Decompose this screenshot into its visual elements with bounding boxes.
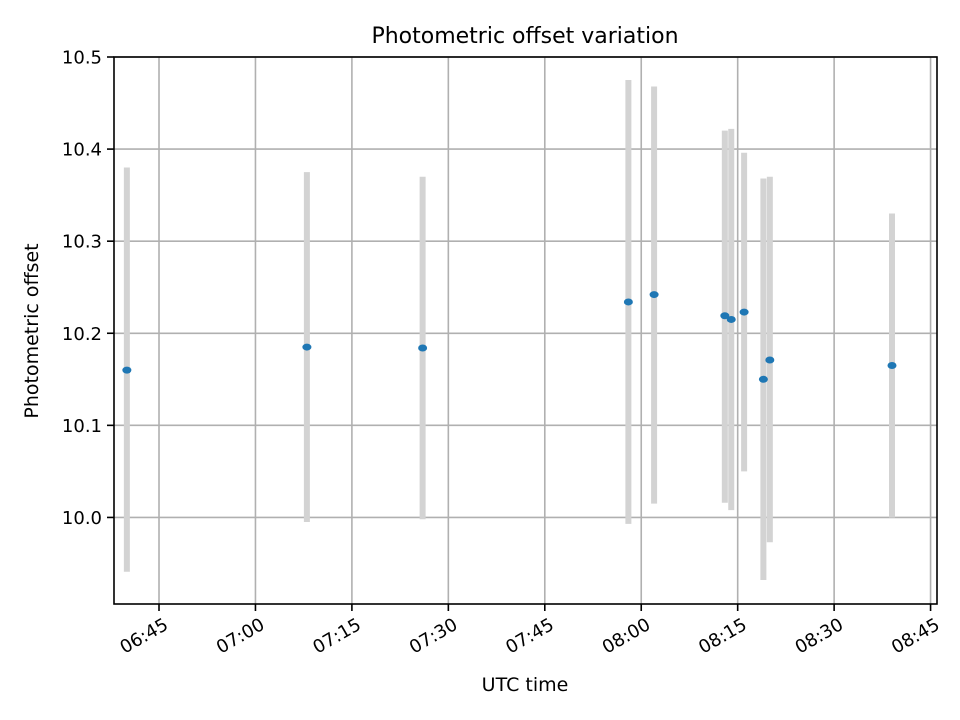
y-axis-ticks: 10.0 10.1 10.2 10.3 10.4 10.5 [62,48,114,529]
data-point [623,298,633,306]
plot-frame [113,56,938,605]
data-point [887,361,897,369]
grid [114,56,937,604]
x-tick-label: 07:00 [213,614,268,658]
y-tick-label: 10.1 [62,416,102,437]
x-tick-label: 07:30 [406,614,461,658]
x-tick-label: 06:45 [116,614,171,658]
x-axis-label: UTC time [482,674,569,696]
y-axis-label: Photometric offset [21,243,43,418]
x-tick-label: 07:45 [502,614,557,658]
data-point [726,315,736,323]
x-tick-label: 08:00 [599,614,654,658]
x-tick-label: 08:30 [792,614,847,658]
data-point [765,356,775,364]
y-tick-label: 10.0 [62,508,102,529]
data-point [758,375,768,383]
x-tick-label: 08:45 [888,614,943,658]
data-point [418,344,428,352]
y-tick-label: 10.3 [62,232,102,253]
x-tick-label: 08:15 [695,614,750,658]
data-point [649,291,659,299]
y-tick-label: 10.4 [62,140,102,161]
data-point [122,366,132,374]
chart-title: Photometric offset variation [371,24,678,49]
data-point [720,312,730,320]
y-tick-label: 10.2 [62,324,102,345]
y-tick-label: 10.5 [62,48,102,69]
error-bars [123,80,895,581]
data-point [739,308,749,316]
x-axis-ticks: 06:45 07:00 07:15 07:30 07:45 08:00 08:15 08:30… [116,604,943,658]
data-points [122,291,897,383]
data-point [302,343,312,351]
x-tick-label: 07:15 [309,614,364,658]
